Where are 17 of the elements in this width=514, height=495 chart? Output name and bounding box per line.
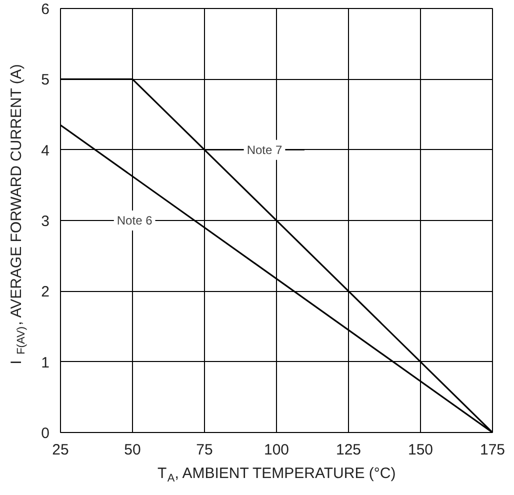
y-tick-label: 1	[41, 354, 50, 372]
x-tick-label: 50	[124, 442, 141, 458]
x-tick-label: 75	[196, 442, 213, 458]
x-tick-label: 175	[480, 442, 506, 458]
y-axis-title: IF(AV), AVERAGE FORWARD CURRENT (A)	[8, 64, 28, 364]
y-tick-label: 5	[41, 72, 50, 89]
y-tick-label: 3	[41, 213, 50, 230]
x-tick-label: 150	[408, 442, 434, 458]
x-tick-label: 25	[52, 442, 69, 458]
y-tick-label: 0	[41, 425, 50, 442]
text: Note 7	[246, 142, 283, 157]
y-tick-label: 2	[41, 284, 50, 301]
x-tick-label: 100	[264, 442, 290, 458]
x-tick-label: 125	[336, 442, 362, 458]
y-tick-label: 4	[41, 142, 50, 160]
y-tick-label: 6	[41, 1, 50, 18]
series-label: Note 6	[116, 214, 153, 228]
